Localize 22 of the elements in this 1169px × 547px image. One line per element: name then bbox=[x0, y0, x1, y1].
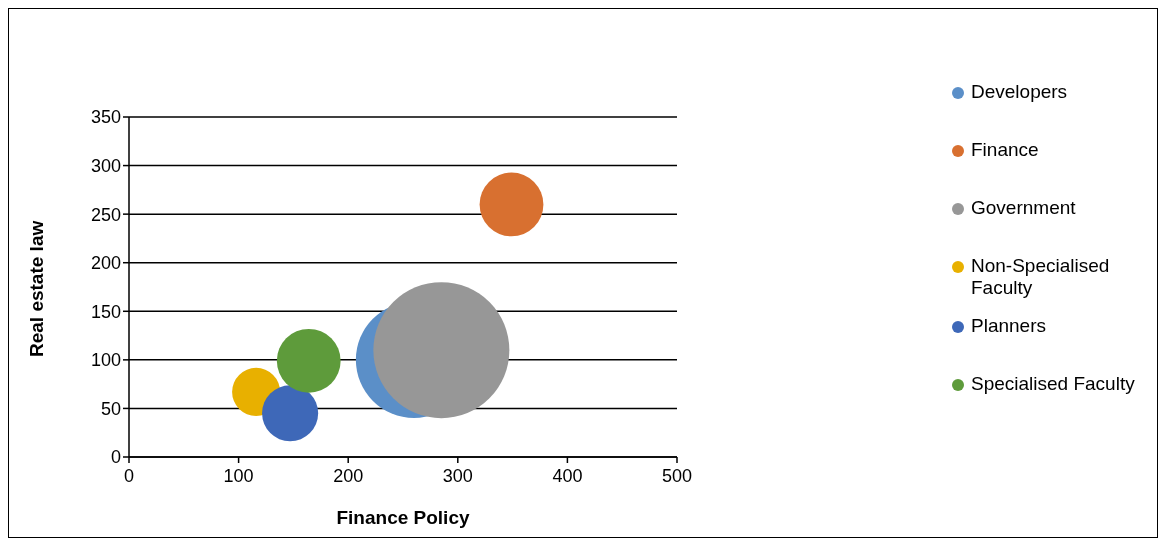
legend-label: Planners bbox=[971, 315, 1046, 337]
y-tick-label: 200 bbox=[90, 253, 121, 274]
y-tick-label: 0 bbox=[110, 447, 121, 468]
x-tick-label: 400 bbox=[552, 465, 583, 486]
legend-label: Specialised Faculty bbox=[971, 373, 1135, 395]
y-tick-label: 250 bbox=[90, 204, 121, 225]
legend-label: Developers bbox=[971, 81, 1068, 103]
x-tick-label: 500 bbox=[661, 465, 693, 486]
y-tick-label: 350 bbox=[90, 107, 121, 128]
x-tick-label: 100 bbox=[223, 465, 254, 486]
x-tick-label: 200 bbox=[333, 465, 364, 486]
y-tick-label: 50 bbox=[100, 398, 121, 419]
y-tick-label: 150 bbox=[90, 301, 121, 322]
y-axis-title: Real estate law bbox=[25, 220, 47, 357]
x-tick-label: 0 bbox=[123, 465, 135, 486]
y-tick-label: 300 bbox=[90, 155, 121, 176]
x-axis-title: Finance Policy bbox=[336, 507, 470, 528]
x-tick-label: 300 bbox=[442, 465, 473, 486]
y-tick-label: 100 bbox=[90, 350, 121, 371]
legend-label: Non-Specialised Faculty bbox=[971, 255, 1111, 299]
legend-label: Finance bbox=[971, 139, 1039, 161]
legend-label: Government bbox=[971, 197, 1076, 219]
